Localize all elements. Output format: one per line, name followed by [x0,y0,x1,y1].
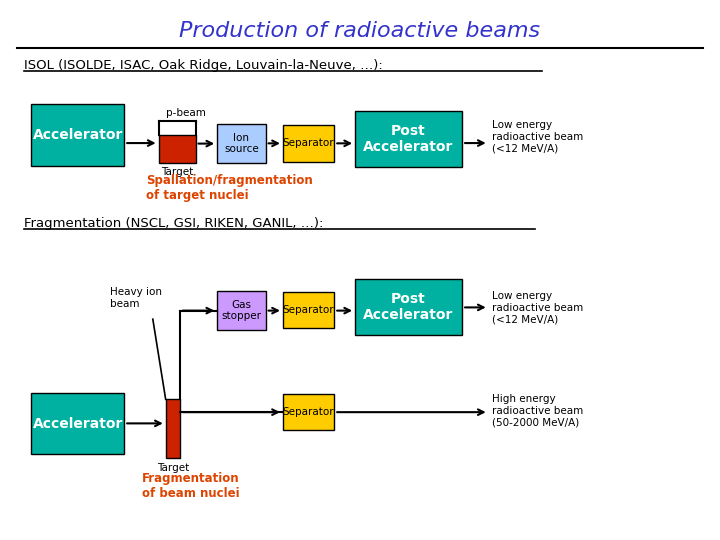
Text: Heavy ion
beam: Heavy ion beam [110,287,162,309]
Text: p-beam: p-beam [166,108,205,118]
Text: Production of radioactive beams: Production of radioactive beams [179,22,541,42]
FancyBboxPatch shape [32,104,125,166]
Text: Low energy
radioactive beam
(<12 MeV/A): Low energy radioactive beam (<12 MeV/A) [492,120,583,153]
FancyBboxPatch shape [32,393,125,454]
Text: Separator: Separator [283,138,334,149]
Text: Accelerator: Accelerator [32,417,123,431]
Text: Separator: Separator [283,305,334,315]
FancyBboxPatch shape [158,135,196,163]
FancyBboxPatch shape [355,279,462,335]
FancyBboxPatch shape [166,400,180,458]
Text: Accelerator: Accelerator [32,128,123,142]
FancyBboxPatch shape [217,124,266,163]
Text: Post
Accelerator: Post Accelerator [364,124,454,154]
FancyBboxPatch shape [283,125,334,161]
Text: High energy
radioactive beam
(50-2000 MeV/A): High energy radioactive beam (50-2000 Me… [492,394,583,427]
Text: Ion
source: Ion source [224,133,258,154]
Text: Post
Accelerator: Post Accelerator [364,292,454,322]
FancyBboxPatch shape [217,291,266,330]
FancyBboxPatch shape [283,394,334,430]
Text: Fragmentation (NSCL, GSI, RIKEN, GANIL, …):: Fragmentation (NSCL, GSI, RIKEN, GANIL, … [24,217,323,230]
Text: Low energy
radioactive beam
(<12 MeV/A): Low energy radioactive beam (<12 MeV/A) [492,292,583,325]
Text: ISOL (ISOLDE, ISAC, Oak Ridge, Louvain-la-Neuve, …):: ISOL (ISOLDE, ISAC, Oak Ridge, Louvain-l… [24,59,383,72]
Text: Target: Target [157,463,189,474]
Text: Target: Target [161,167,193,177]
Text: Gas
stopper: Gas stopper [222,300,261,321]
Text: Separator: Separator [283,407,334,417]
Text: Spallation/fragmentation
of target nuclei: Spallation/fragmentation of target nucle… [145,174,312,202]
FancyBboxPatch shape [355,111,462,167]
Text: Fragmentation
of beam nuclei: Fragmentation of beam nuclei [142,472,240,500]
FancyBboxPatch shape [283,292,334,328]
